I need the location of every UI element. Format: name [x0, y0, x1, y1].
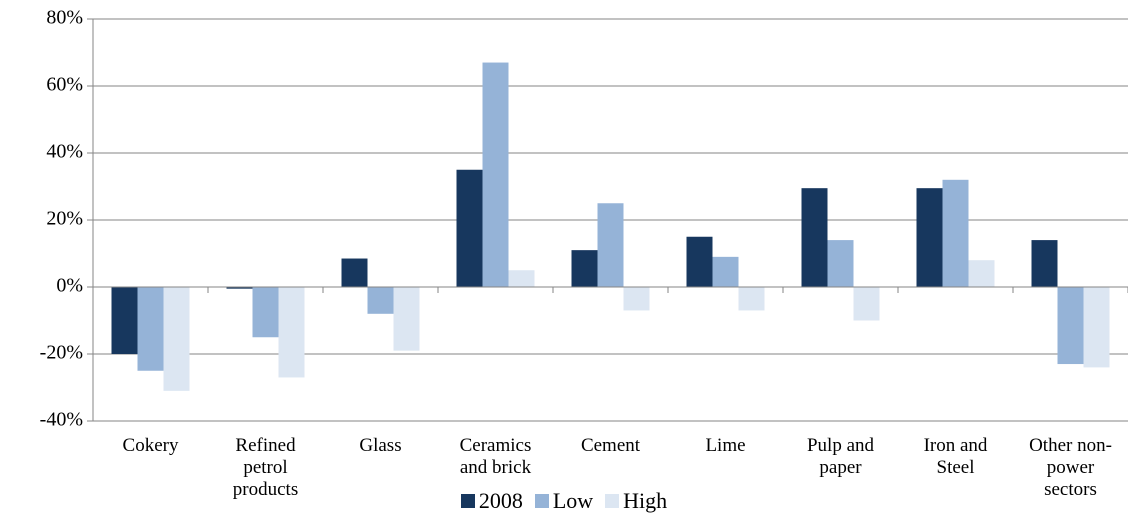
x-tick-label: Glass [359, 435, 402, 456]
bar [508, 270, 535, 287]
bar [686, 236, 713, 287]
x-tick-label: Iron and Steel [923, 435, 988, 478]
bar [1057, 287, 1084, 365]
bar [738, 287, 765, 311]
y-tick-label: -20% [40, 342, 83, 364]
y-tick-label: 60% [46, 74, 83, 96]
bar [827, 240, 854, 287]
bar [278, 287, 305, 378]
bar [1083, 287, 1110, 368]
bar [367, 287, 394, 314]
legend-label: Low [552, 488, 594, 513]
bar [456, 169, 483, 287]
x-tick-label: Ceramics and brick [459, 435, 532, 478]
legend-swatch [605, 494, 620, 508]
bar [341, 258, 368, 287]
x-tick-label: Pulp and paper [806, 435, 875, 478]
y-tick-label: 80% [46, 7, 83, 29]
bar [252, 287, 279, 338]
bar [916, 188, 943, 287]
y-tick-label: -40% [40, 409, 83, 431]
x-tick-label: Refined petrol products [232, 435, 299, 500]
bar [942, 179, 969, 287]
x-tick-label: Other non-power sectors [1029, 435, 1112, 500]
bar [226, 287, 253, 289]
legend-item: High [605, 488, 667, 514]
y-tick-label: 0% [56, 275, 83, 297]
bar [163, 287, 190, 391]
legend: 2008 Low High [0, 488, 1128, 514]
legend-label: High [623, 488, 668, 513]
bar [623, 287, 650, 311]
bar [137, 287, 164, 371]
x-tick-label: Cokery [122, 435, 179, 456]
bar [571, 250, 598, 287]
bar [111, 287, 138, 354]
x-tick-label: Cement [580, 435, 641, 456]
bar [968, 260, 995, 287]
legend-swatch [460, 494, 475, 508]
legend-item: 2008 [460, 488, 523, 514]
y-tick-label: 40% [46, 141, 83, 163]
bar [482, 62, 509, 287]
bar [1031, 240, 1058, 287]
bar [597, 203, 624, 287]
bar [853, 287, 880, 321]
bar [393, 287, 420, 351]
legend-swatch [534, 494, 549, 508]
legend-label: 2008 [478, 488, 523, 513]
x-tick-label: Lime [705, 435, 746, 456]
legend-item: Low [534, 488, 594, 514]
bar [801, 188, 828, 287]
y-tick-label: 20% [46, 208, 83, 230]
bar [712, 256, 739, 287]
